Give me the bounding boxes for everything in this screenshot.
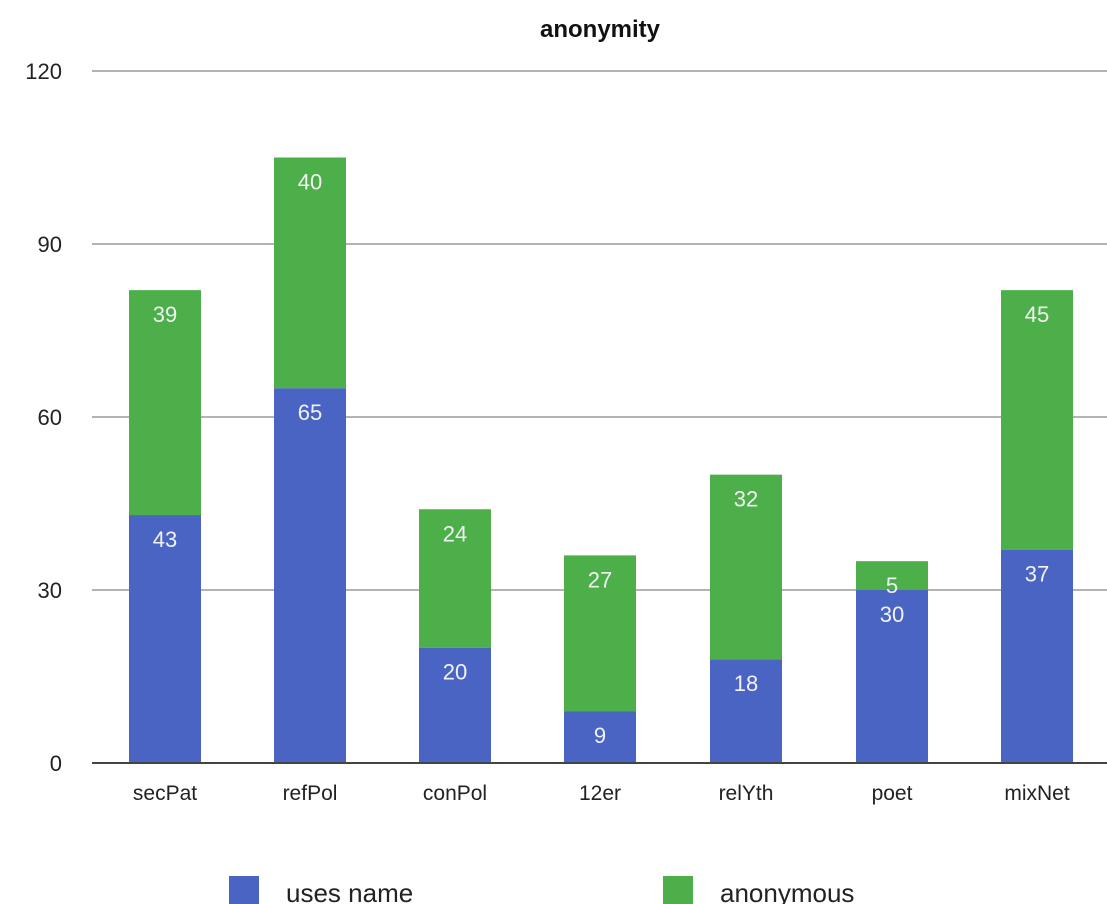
bar-refPol-anonymous xyxy=(274,157,346,389)
y-axis-ticks: 0 30 60 90 120 xyxy=(25,59,62,776)
bar-secPat-uses-name xyxy=(129,515,201,763)
data-label-secPat-anonymous: 39 xyxy=(153,302,177,327)
data-label-mixNet-uses-name: 37 xyxy=(1025,562,1049,587)
bar-relYth-anonymous xyxy=(710,474,782,660)
bar-mixNet-anonymous xyxy=(1001,290,1073,550)
x-category-12er: 12er xyxy=(579,782,621,805)
data-labels: 43 39 65 40 20 24 9 27 18 32 30 5 37 45 xyxy=(153,170,1049,749)
data-label-relYth-anonymous: 32 xyxy=(734,487,758,512)
bars xyxy=(129,157,1073,763)
data-label-12er-uses-name: 9 xyxy=(594,723,606,748)
data-label-conPol-uses-name: 20 xyxy=(443,660,467,685)
x-axis-categories: secPat refPol conPol 12er relYth poet mixNet xyxy=(133,782,1070,805)
bar-12er-uses-name xyxy=(564,711,636,763)
x-category-refPol: refPol xyxy=(283,782,338,805)
data-label-conPol-anonymous: 24 xyxy=(443,521,467,546)
data-label-mixNet-anonymous: 45 xyxy=(1025,302,1049,327)
bar-mixNet-uses-name xyxy=(1001,549,1073,763)
legend-label-anonymous: anonymous xyxy=(720,878,854,904)
x-category-secPat: secPat xyxy=(133,782,197,805)
legend-item-anonymous: anonymous xyxy=(663,876,854,904)
gridlines xyxy=(92,70,1107,591)
data-label-refPol-uses-name: 65 xyxy=(298,400,322,425)
legend-item-uses-name: uses name xyxy=(229,876,413,904)
bar-secPat-anonymous xyxy=(129,290,201,516)
bar-relYth-uses-name xyxy=(710,659,782,763)
data-label-12er-anonymous: 27 xyxy=(588,567,612,592)
bar-poet-uses-name xyxy=(856,590,928,763)
y-tick-0: 0 xyxy=(50,751,62,776)
chart-title: anonymity xyxy=(540,16,661,43)
x-category-poet: poet xyxy=(872,782,913,805)
legend: uses name anonymous xyxy=(229,876,854,904)
x-category-relYth: relYth xyxy=(719,782,774,805)
legend-swatch-uses-name xyxy=(229,876,259,904)
data-label-refPol-anonymous: 40 xyxy=(298,170,322,195)
y-tick-60: 60 xyxy=(38,405,62,430)
y-tick-120: 120 xyxy=(25,59,62,84)
x-category-mixNet: mixNet xyxy=(1004,782,1070,805)
x-category-conPol: conPol xyxy=(423,782,487,805)
bar-refPol-uses-name xyxy=(274,388,346,763)
legend-label-uses-name: uses name xyxy=(286,878,413,904)
data-label-poet-anonymous: 5 xyxy=(886,573,898,598)
legend-swatch-anonymous xyxy=(663,876,693,904)
bar-conPol-uses-name xyxy=(419,647,491,763)
data-label-relYth-uses-name: 18 xyxy=(734,671,758,696)
bar-12er-anonymous xyxy=(564,555,636,712)
y-tick-90: 90 xyxy=(38,232,62,257)
bar-poet-anonymous xyxy=(856,561,928,590)
y-tick-30: 30 xyxy=(38,578,62,603)
data-label-secPat-uses-name: 43 xyxy=(153,527,177,552)
bar-conPol-anonymous xyxy=(419,509,491,648)
data-label-poet-uses-name: 30 xyxy=(880,602,904,627)
